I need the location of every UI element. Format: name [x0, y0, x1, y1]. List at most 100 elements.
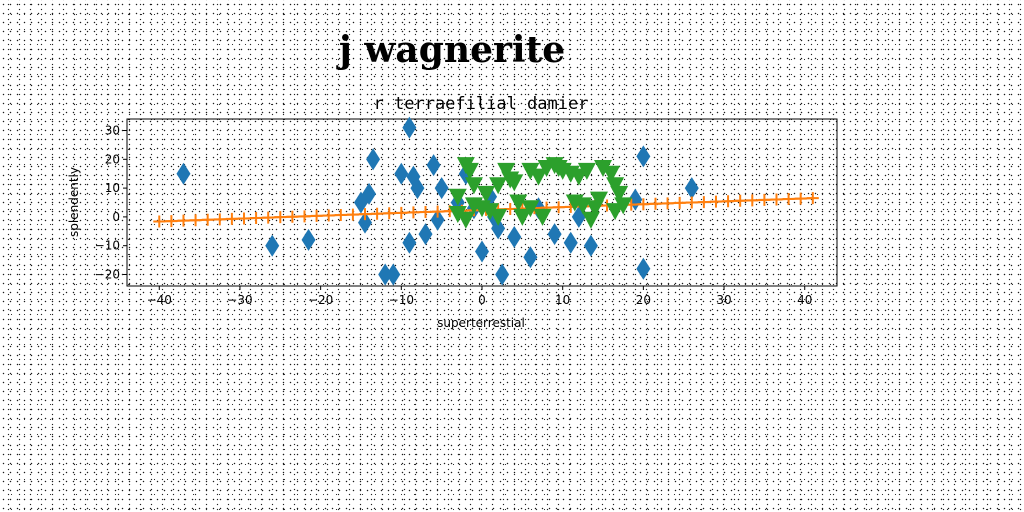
diamond-point: [378, 263, 393, 286]
x-tick-label: −10: [389, 293, 414, 307]
plus-point: [298, 210, 311, 223]
plus-point: [201, 213, 214, 226]
chart-subtitle: r terraefilial damier: [374, 94, 589, 114]
diamond-point: [358, 211, 373, 234]
triangle-point: [610, 185, 629, 203]
diamond-point: [402, 116, 417, 139]
y-axis-label: splendently: [67, 167, 81, 237]
plus-point: [637, 198, 650, 211]
triangle-point: [594, 159, 613, 177]
x-axis: −40 −30 −20 −10 0 10 20 30 40: [147, 286, 812, 307]
plus-point: [250, 212, 263, 225]
diamond-point: [507, 226, 522, 249]
diamond-point: [684, 177, 699, 200]
diamond-point: [475, 240, 489, 263]
triangle-point: [448, 206, 467, 224]
diamond-point: [301, 228, 316, 251]
plus-point: [165, 215, 178, 228]
plus-point: [177, 214, 190, 227]
triangle-point: [521, 162, 540, 180]
plus-point: [310, 209, 323, 222]
plus-point: [758, 193, 771, 206]
plus-point: [734, 194, 747, 207]
x-tick-label: 30: [716, 293, 731, 307]
plus-point: [334, 209, 347, 222]
plus-point: [274, 211, 287, 224]
triangle-point: [477, 185, 496, 203]
plus-point: [661, 197, 674, 210]
plus-point: [286, 210, 299, 223]
plus-point: [419, 206, 432, 219]
triangle-point: [606, 203, 625, 221]
triangle-point: [602, 165, 621, 183]
diamond-point: [265, 234, 280, 257]
plus-point: [225, 212, 238, 225]
x-tick-label: 40: [797, 293, 812, 307]
plus-point: [153, 215, 166, 228]
diamond-point: [410, 177, 425, 200]
plus-point: [359, 208, 372, 221]
plus-point: [697, 196, 710, 209]
chart-title: j wagnerite: [336, 29, 565, 71]
triangle-point: [489, 177, 508, 195]
triangle-point: [521, 200, 540, 218]
triangle-point: [460, 162, 479, 180]
plus-point: [685, 196, 698, 209]
triangle-point: [456, 211, 475, 229]
y-tick-label: 30: [105, 124, 120, 138]
x-tick-label: −20: [308, 293, 333, 307]
triangle-point: [513, 208, 532, 226]
diamond-point: [430, 208, 445, 231]
triangle-point: [529, 168, 548, 186]
diamond-point: [547, 223, 562, 246]
x-tick-label: 20: [636, 293, 651, 307]
plus-point: [794, 192, 807, 205]
plus-point: [649, 197, 662, 210]
triangle-point: [481, 203, 500, 221]
y-tick-label: 10: [105, 181, 120, 195]
x-tick-label: −40: [147, 293, 172, 307]
diamond-point: [366, 148, 381, 171]
y-tick-label: 20: [105, 152, 120, 166]
plus-point: [709, 195, 722, 208]
triangle-point: [448, 188, 467, 206]
triangle-point: [509, 194, 528, 212]
diamond-point: [563, 231, 578, 254]
plus-point: [189, 214, 202, 227]
triangle-point: [614, 197, 633, 215]
diamond-point: [386, 263, 401, 286]
diamond-point: [495, 263, 510, 286]
triangle-point: [581, 211, 600, 229]
y-axis: −20 −10 0 10 20 30: [95, 124, 127, 281]
x-axis-label: superterrestial: [437, 316, 525, 330]
diamond-point: [583, 234, 598, 257]
diamond-point: [636, 145, 651, 168]
data-marks: [153, 116, 819, 286]
y-tick-label: −10: [95, 239, 120, 253]
plus-point: [383, 207, 396, 220]
plus-point: [213, 213, 226, 226]
triangle-point: [589, 191, 608, 209]
plus-point: [346, 208, 359, 221]
plus-point: [722, 195, 735, 208]
diamond-point: [362, 182, 377, 205]
triangle-point: [577, 162, 596, 180]
plus-point: [673, 196, 686, 209]
plus-point: [770, 193, 783, 206]
diamond-point: [402, 231, 417, 254]
triangle-point: [505, 174, 524, 192]
x-tick-label: 0: [478, 293, 486, 307]
series-3: [448, 157, 633, 229]
triangle-point: [497, 162, 516, 180]
triangle-point: [464, 177, 483, 195]
diamond-point: [394, 162, 409, 185]
plus-point: [431, 205, 444, 218]
plus-point: [407, 206, 420, 219]
x-tick-label: −30: [227, 293, 252, 307]
plus-point: [322, 209, 335, 222]
plus-point: [746, 194, 759, 207]
plus-point: [371, 207, 384, 220]
triangle-point: [533, 208, 552, 226]
diamond-point: [418, 223, 433, 246]
